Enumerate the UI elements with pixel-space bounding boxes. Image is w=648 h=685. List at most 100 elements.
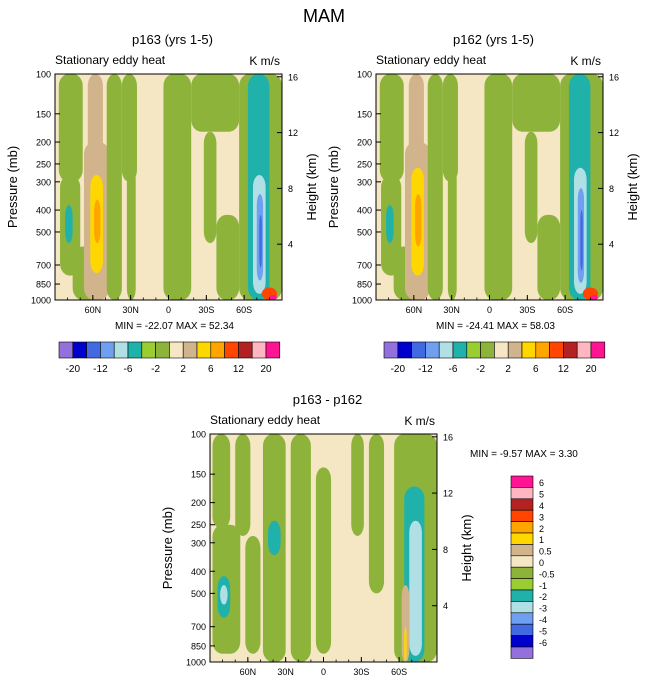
- contour-region: [94, 199, 101, 244]
- contour-region: [590, 294, 598, 300]
- xtick-label: 60N: [85, 305, 102, 315]
- contour-region: [580, 210, 583, 271]
- colorbar-label: 6: [539, 478, 544, 488]
- contour-region: [126, 167, 136, 300]
- height-tick-label: 12: [288, 128, 298, 138]
- colorbar-swatch: [510, 487, 534, 500]
- ytick-label: 850: [36, 280, 51, 290]
- ytick-label: 300: [191, 538, 206, 548]
- colorbar-swatch: [510, 566, 534, 579]
- contour-region: [386, 205, 394, 244]
- height-tick-label: 4: [288, 240, 293, 250]
- ytick-label: 700: [36, 260, 51, 270]
- contour-region: [203, 131, 217, 244]
- contour-region: [163, 74, 192, 300]
- colorbar-swatch: [452, 341, 468, 359]
- ylabel-right: Height (km): [459, 514, 474, 581]
- colorbar-swatch: [113, 341, 129, 359]
- colorbar-swatch: [510, 555, 534, 568]
- colorbar-label: -5: [539, 626, 547, 636]
- colorbar-label: 2: [180, 364, 186, 375]
- colorbar-label: -6: [449, 364, 458, 375]
- xtick-label: 60S: [236, 305, 252, 315]
- panel-subtitle-left: Stationary eddy heat: [210, 413, 321, 427]
- colorbar-label: -0.5: [539, 569, 555, 579]
- colorbar-label: -20: [391, 364, 406, 375]
- xtick-label: 30N: [443, 305, 460, 315]
- colorbar-swatch: [510, 646, 534, 659]
- colorbar-label: 0.5: [539, 547, 552, 557]
- colorbar-swatch: [510, 635, 534, 648]
- contour-region: [58, 74, 83, 182]
- contour-region: [427, 74, 443, 300]
- height-tick-label: 16: [443, 432, 453, 442]
- contour-region: [404, 626, 407, 662]
- colorbar-label: 6: [533, 364, 539, 375]
- colorbar-swatch: [100, 341, 115, 359]
- contour-region: [512, 74, 561, 132]
- ytick-label: 850: [357, 280, 372, 290]
- colorbar-swatch: [510, 612, 534, 625]
- ylabel-right: Height (km): [304, 153, 319, 220]
- ytick-label: 500: [36, 227, 51, 237]
- colorbar-swatch: [86, 341, 101, 359]
- colorbar-label: 0: [539, 558, 544, 568]
- colorbar-swatch: [535, 341, 550, 359]
- colorbar-swatch: [466, 341, 481, 359]
- xtick-label: 30N: [277, 667, 294, 677]
- colorbar-label: -4: [539, 615, 547, 625]
- colorbar-swatch: [510, 623, 534, 636]
- colorbar-label: -2: [476, 364, 485, 375]
- ytick-label: 850: [191, 641, 206, 651]
- min-max-label: MIN = -9.57 MAX = 3.30: [470, 449, 578, 460]
- colorbar-swatch: [510, 475, 534, 488]
- ytick-label: 150: [191, 470, 206, 480]
- xtick-label: 30S: [519, 305, 535, 315]
- contour-region: [121, 74, 137, 182]
- xtick-label: 60S: [557, 305, 573, 315]
- colorbar-swatch: [510, 498, 534, 511]
- colorbar-swatch: [510, 532, 534, 545]
- contour-region: [368, 434, 385, 594]
- colorbar-swatch: [411, 341, 426, 359]
- colorbar-label: -6: [539, 638, 547, 648]
- colorbar-label: -2: [151, 364, 160, 375]
- contour-region: [235, 434, 251, 536]
- panel-title: p162 (yrs 1-5): [453, 32, 534, 47]
- colorbar-label: 2: [505, 364, 511, 375]
- height-tick-label: 4: [443, 601, 448, 611]
- contour-region: [216, 214, 240, 300]
- ytick-label: 700: [357, 260, 372, 270]
- xtick-label: 0: [487, 305, 492, 315]
- colorbar-swatch: [169, 341, 184, 359]
- contour-fill: [55, 74, 282, 300]
- ytick-label: 200: [191, 498, 206, 508]
- contour-region: [259, 214, 262, 268]
- contour-region: [87, 74, 103, 160]
- contour-fill: [210, 434, 437, 662]
- ytick-label: 500: [357, 227, 372, 237]
- xtick-label: 30S: [198, 305, 214, 315]
- colorbar-label: 4: [539, 501, 544, 511]
- contour-region: [290, 434, 311, 662]
- colorbar-1: -20 -12 -6 -2 2 6 12 20: [58, 341, 281, 375]
- height-tick-label: 8: [609, 184, 614, 194]
- ylabel: Pressure (mb): [5, 146, 20, 228]
- colorbar-swatch: [510, 578, 534, 591]
- colorbar-label: 3: [539, 512, 544, 522]
- colorbar-swatch: [510, 601, 534, 614]
- contour-region: [447, 167, 457, 300]
- ytick-label: 1000: [352, 296, 372, 306]
- contour-region: [268, 520, 281, 556]
- colorbar-label: -2: [539, 592, 547, 602]
- height-tick-label: 12: [443, 489, 453, 499]
- contour-region: [484, 74, 513, 300]
- min-max-label: MIN = -22.07 MAX = 52.34: [115, 321, 234, 332]
- colorbar-label: 1: [539, 535, 544, 545]
- colorbar-swatch: [383, 341, 399, 359]
- ytick-label: 250: [36, 159, 51, 169]
- colorbar-swatch: [590, 341, 606, 359]
- colorbar-label: -6: [124, 364, 133, 375]
- colorbar-swatch: [155, 341, 170, 359]
- colorbar-swatch: [397, 341, 412, 359]
